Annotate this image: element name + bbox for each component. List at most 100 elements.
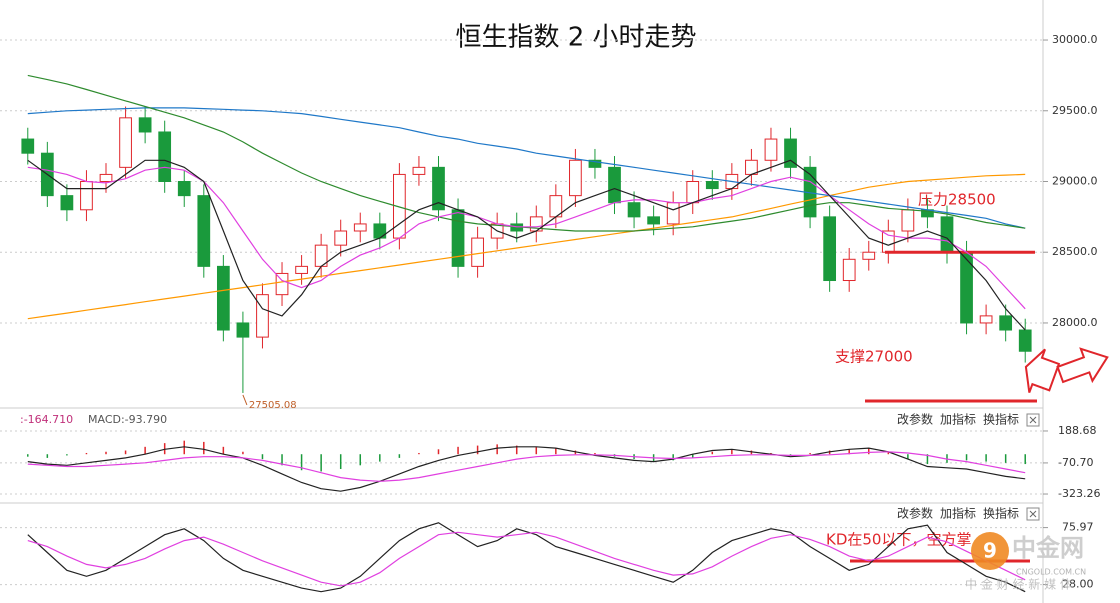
macd-bar: [242, 451, 244, 455]
macd-bar: [163, 443, 166, 455]
candle-body: [823, 216, 837, 282]
y-tick-label: 28500.0: [1052, 245, 1098, 258]
candle-body: [432, 166, 445, 211]
candle-body: [334, 230, 348, 246]
close-button[interactable]: [1026, 413, 1040, 427]
series-line: [27, 166, 1026, 310]
series-line: [27, 522, 1026, 593]
macd-bar: [27, 454, 29, 457]
macd-bar: [691, 454, 694, 458]
arrow-icon: [1056, 347, 1109, 384]
y-tick-label: 28000.0: [1052, 316, 1098, 329]
macd-bar: [809, 452, 811, 455]
series-line: [27, 74, 1026, 232]
macd-bar: [476, 445, 479, 455]
toolbar-button[interactable]: 改参数: [897, 506, 933, 521]
watermark-name: 中金网: [1012, 534, 1084, 562]
chart-title: 恒生指数 2 小时走势: [455, 23, 696, 53]
macd-bar: [320, 454, 322, 472]
macd-bar: [85, 452, 88, 455]
toolbar-button[interactable]: 加指标: [940, 412, 976, 427]
macd-bar: [496, 444, 498, 455]
series-line: [27, 446, 1026, 492]
candle-body: [608, 166, 621, 204]
candle-body: [569, 159, 582, 197]
y-tick-label: 188.68: [1058, 424, 1097, 437]
candle-body: [764, 138, 778, 161]
candle-body: [99, 173, 113, 182]
macd-bar: [183, 440, 185, 455]
candle-body: [412, 166, 426, 175]
macd-bar: [437, 449, 440, 455]
macd-bar: [868, 448, 870, 455]
candle-body: [901, 209, 915, 232]
y-tick-label: 28.00: [1062, 578, 1094, 591]
low-pointer: [242, 394, 248, 406]
macd-bar: [261, 454, 264, 460]
macd-bar: [731, 449, 733, 455]
macd-bar: [144, 446, 146, 455]
macd-bar: [887, 451, 890, 455]
macd-bar: [359, 454, 362, 466]
macd-bar: [300, 454, 303, 471]
macd-bar: [418, 452, 420, 455]
candle-body: [451, 209, 465, 267]
candle-body: [21, 138, 35, 154]
macd-bar: [965, 454, 968, 461]
y-tick-label: 75.97: [1062, 521, 1094, 534]
candle-body: [881, 230, 895, 253]
logo: [971, 532, 1009, 570]
candle-body: [999, 315, 1013, 331]
macd-bar: [46, 454, 49, 458]
y-tick-label: -70.70: [1058, 456, 1093, 469]
toolbar-button[interactable]: 加指标: [940, 506, 976, 521]
watermark-site: CNGOLD.COM.CN: [1016, 568, 1086, 577]
candle-body: [256, 294, 269, 338]
arrow-icon: [1024, 348, 1061, 393]
macd-bar: [281, 454, 283, 466]
candle-body: [275, 272, 289, 296]
candle-body: [197, 195, 211, 267]
toolbar-button[interactable]: 换指标: [983, 412, 1019, 427]
macd-bar: [379, 454, 381, 462]
macd-bar: [222, 446, 225, 455]
candle-body: [627, 202, 641, 218]
y-tick-label: 30000.0: [1052, 33, 1098, 46]
candle-body: [80, 180, 93, 211]
macd-bar: [711, 451, 714, 455]
y-tick-label: 29500.0: [1052, 104, 1098, 117]
toolbar-button[interactable]: 换指标: [983, 506, 1019, 521]
close-button[interactable]: [1026, 507, 1040, 521]
resistance-label: 压力28500: [918, 191, 996, 209]
macd-bar: [515, 445, 518, 455]
macd-bar: [1024, 454, 1026, 465]
macd-bar: [985, 454, 987, 462]
candle-body: [784, 138, 797, 168]
macd-bar: [594, 452, 596, 455]
candle-body: [1018, 329, 1032, 352]
candle-body: [158, 131, 172, 182]
macd-bar: [926, 454, 929, 465]
macd-bar: [1004, 454, 1007, 463]
macd-bar: [105, 451, 107, 455]
macd-bar: [535, 446, 538, 455]
series-line: [27, 451, 1026, 482]
candle-body: [119, 117, 132, 168]
support-label: 支撑27000: [835, 348, 913, 366]
macd-bar: [398, 454, 401, 458]
candle-body: [647, 216, 660, 225]
watermark-slogan: 中 金 财 经 新 媒 体: [965, 577, 1072, 592]
logo-mark: 9: [983, 539, 997, 563]
candle-body: [471, 237, 484, 267]
candle-body: [60, 195, 74, 211]
series-line: [27, 173, 1026, 320]
candle-body: [979, 315, 993, 324]
candle-body: [686, 180, 700, 204]
toolbar-button[interactable]: 改参数: [897, 412, 933, 427]
low-annotation: 27505.08: [249, 400, 297, 411]
macd-bar: [203, 441, 205, 455]
candle-body: [295, 265, 308, 274]
candle-body: [353, 223, 367, 232]
macd-bar: [672, 454, 674, 461]
